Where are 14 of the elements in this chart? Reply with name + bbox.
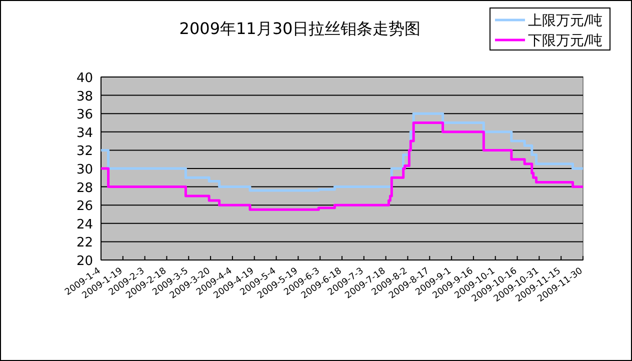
y-tick-label: 34 bbox=[76, 126, 93, 141]
y-tick-label: 30 bbox=[76, 162, 93, 178]
y-tick-label: 22 bbox=[76, 236, 93, 251]
y-tick-label: 26 bbox=[76, 199, 93, 214]
legend-label: 上限万元/吨 bbox=[528, 13, 603, 29]
y-tick-label: 36 bbox=[76, 108, 93, 123]
y-tick-label: 38 bbox=[76, 89, 93, 104]
legend-label: 下限万元/吨 bbox=[528, 33, 603, 49]
y-tick-label: 40 bbox=[76, 71, 93, 86]
y-tick-label: 20 bbox=[76, 254, 93, 269]
y-tick-label: 32 bbox=[76, 144, 93, 160]
y-tick-label: 24 bbox=[76, 217, 93, 232]
y-tick-label: 28 bbox=[76, 180, 93, 196]
chart-title: 2009年11月30日拉丝钼条走势图 bbox=[179, 19, 421, 38]
